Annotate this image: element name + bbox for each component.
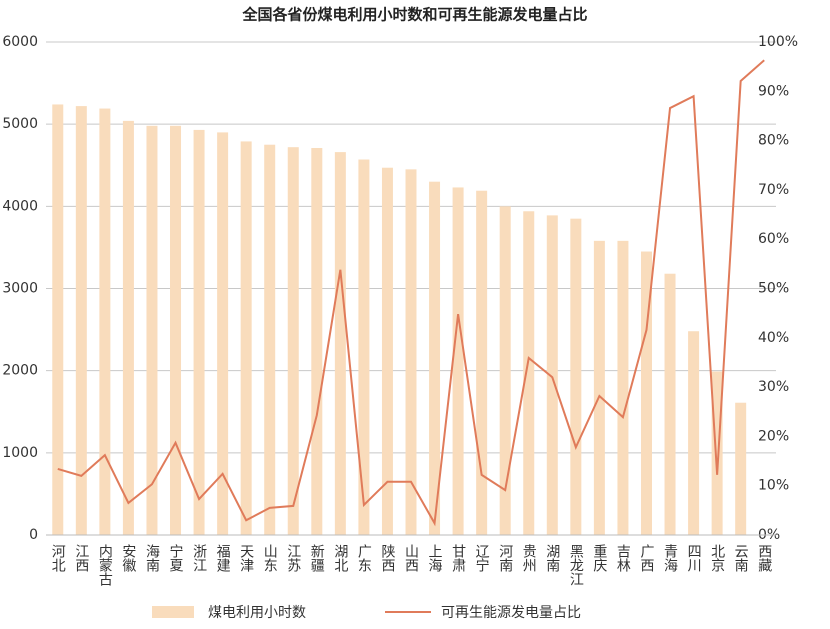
x-tick-label: 江西 — [73, 544, 89, 572]
y2-tick-label: 40% — [758, 330, 789, 346]
bar — [429, 181, 441, 535]
x-tick-label: 广西 — [638, 544, 654, 572]
y2-tick-label: 30% — [758, 379, 789, 395]
legend-swatch — [152, 606, 194, 618]
y2-tick-label: 60% — [758, 231, 789, 247]
y-tick-label: 6000 — [2, 34, 38, 50]
bar — [640, 251, 652, 535]
bar — [735, 402, 747, 535]
bar — [99, 108, 111, 536]
x-tick-label: 湖南 — [544, 544, 560, 572]
bar — [287, 147, 299, 535]
x-tick-label: 山西 — [403, 544, 419, 572]
bar — [75, 106, 87, 535]
chart-title: 全国各省份煤电利用小时数和可再生能源发电量占比 — [241, 6, 587, 24]
x-tick-label: 安徽 — [120, 544, 136, 572]
legend-label: 煤电利用小时数 — [208, 605, 306, 621]
x-tick-label: 北京 — [709, 544, 725, 572]
y-tick-label: 5000 — [2, 116, 38, 132]
x-tick-label: 黑龙江 — [568, 544, 584, 586]
x-tick-label: 新疆 — [309, 544, 325, 572]
bar — [546, 215, 558, 535]
bar — [664, 273, 676, 535]
bar — [240, 141, 252, 535]
bar — [122, 120, 134, 535]
y2-tick-label: 80% — [758, 133, 789, 149]
x-tick-label: 贵州 — [521, 544, 537, 572]
x-tick-label: 云南 — [733, 544, 749, 572]
x-tick-label: 西藏 — [756, 544, 772, 572]
bar — [311, 147, 323, 535]
bar — [170, 125, 182, 535]
y-tick-label: 1000 — [2, 445, 38, 461]
bar — [193, 129, 205, 535]
bar — [452, 187, 464, 535]
x-tick-label: 青海 — [662, 544, 678, 572]
x-tick-label: 吉林 — [615, 544, 631, 572]
x-tick-label: 河南 — [497, 544, 513, 572]
x-tick-label: 福建 — [215, 544, 231, 573]
y-tick-label: 3000 — [2, 281, 38, 297]
x-tick-label: 上海 — [427, 544, 443, 572]
x-tick-label: 陕西 — [379, 544, 395, 572]
y2-tick-label: 10% — [758, 478, 789, 494]
bar — [688, 331, 700, 535]
bar — [52, 104, 64, 536]
x-tick-label: 海南 — [144, 544, 160, 572]
x-tick-label: 山东 — [262, 544, 278, 572]
y-tick-label: 2000 — [2, 363, 38, 379]
bar — [711, 371, 723, 535]
x-tick-label: 天津 — [238, 544, 254, 572]
x-tick-label: 浙江 — [191, 544, 207, 572]
y2-tick-label: 90% — [758, 83, 789, 99]
x-tick-label: 内蒙古 — [97, 544, 113, 586]
x-tick-label: 四川 — [686, 544, 702, 572]
bar — [570, 218, 582, 536]
x-tick-label: 宁夏 — [168, 543, 184, 572]
bar — [264, 144, 276, 536]
bar — [499, 206, 511, 536]
bar — [146, 125, 158, 535]
bar — [381, 167, 393, 535]
x-tick-label: 江苏 — [285, 544, 301, 573]
y2-tick-label: 100% — [758, 34, 798, 50]
x-tick-label: 湖北 — [332, 544, 348, 573]
y-tick-label: 4000 — [2, 198, 38, 214]
bar — [334, 152, 346, 535]
legend-label: 可再生能源发电量占比 — [441, 605, 581, 621]
bar — [358, 159, 370, 535]
x-tick-label: 广东 — [356, 544, 372, 572]
bar — [593, 240, 605, 536]
line — [57, 59, 765, 527]
x-tick-label: 重庆 — [591, 544, 607, 572]
bar — [476, 190, 488, 535]
x-tick-label: 河北 — [50, 544, 66, 573]
bar — [217, 132, 229, 535]
bar — [617, 240, 629, 536]
x-tick-label: 甘肃 — [450, 544, 466, 572]
y2-tick-label: 50% — [758, 281, 789, 297]
y-tick-label: 0 — [29, 527, 38, 543]
bar — [405, 169, 417, 535]
x-tick-label: 辽宁 — [474, 544, 490, 572]
y2-tick-label: 70% — [758, 182, 789, 198]
y2-tick-label: 20% — [758, 428, 789, 444]
bar — [523, 211, 535, 535]
